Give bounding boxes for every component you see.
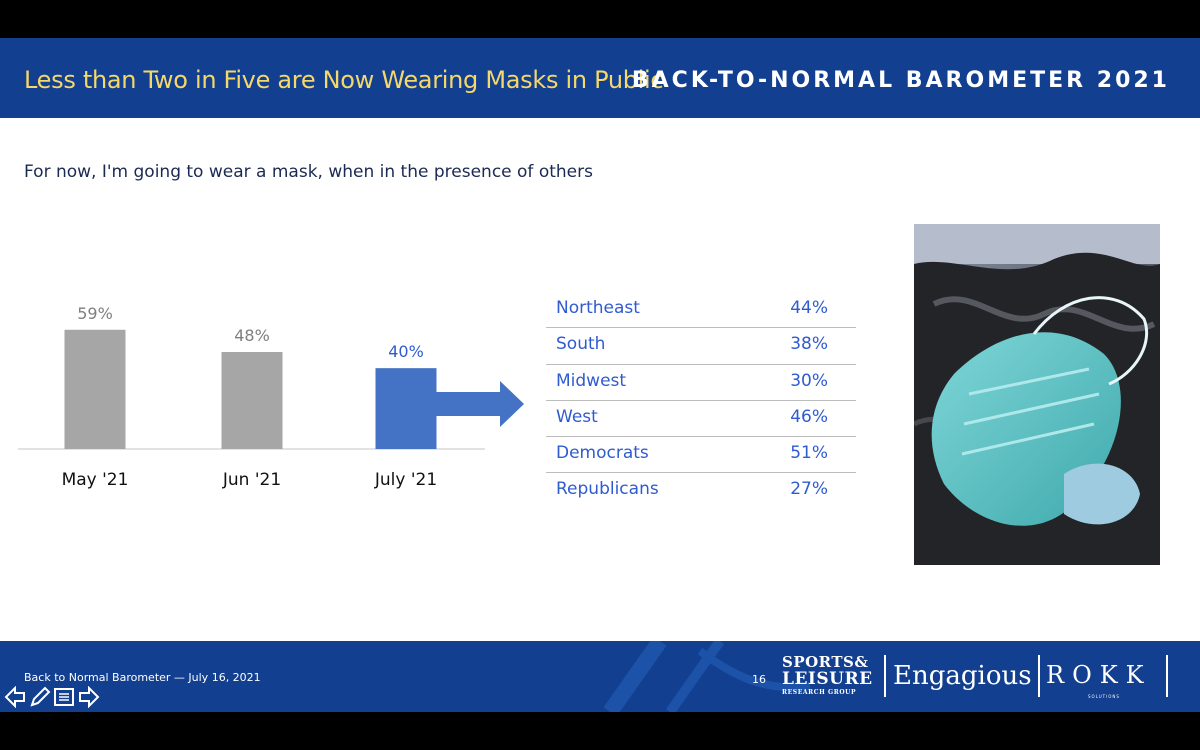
bars-layer: 59% May '21 48% Jun '21 40% July '21 — [62, 304, 438, 490]
slide-title: Less than Two in Five are Now Wearing Ma… — [24, 66, 664, 94]
table-row: West 46% — [546, 401, 856, 438]
row-value: 46% — [790, 406, 828, 427]
rokk-logo: ROKK — [1046, 661, 1152, 689]
logo-divider — [1166, 655, 1168, 697]
row-label: South — [556, 334, 606, 355]
row-label: Northeast — [556, 298, 640, 318]
arrow-right-icon[interactable] — [76, 685, 100, 709]
row-value: 38% — [790, 334, 828, 355]
brand-title: BACK-TO-NORMAL BAROMETER 2021 — [631, 68, 1170, 93]
row-value: 44% — [790, 298, 828, 318]
rokk-logo-subtitle: SOLUTIONS — [1088, 694, 1120, 699]
logo-line: SPORTS& — [782, 653, 869, 671]
survey-question: For now, I'm going to wear a mask, when … — [24, 162, 593, 182]
slide-navigation — [4, 685, 100, 709]
row-value: 27% — [790, 479, 828, 500]
pen-icon[interactable] — [28, 686, 52, 708]
row-label: Republicans — [556, 479, 659, 500]
bar-value-label: 59% — [77, 304, 113, 323]
arrow-left-icon[interactable] — [4, 685, 28, 709]
arrow-icon — [436, 381, 524, 427]
face-mask-photo — [914, 224, 1160, 565]
menu-icon[interactable] — [52, 686, 76, 708]
bar-0 — [64, 329, 126, 449]
footer-bar: Back to Normal Barometer — July 16, 2021… — [0, 641, 1200, 712]
header-bar: Less than Two in Five are Now Wearing Ma… — [0, 38, 1200, 118]
row-value: 30% — [790, 370, 828, 391]
category-label: Jun '21 — [222, 470, 281, 490]
logo-divider — [884, 655, 886, 697]
engagious-logo: Engagious — [893, 661, 1032, 691]
logo-line: LEISURE — [782, 669, 873, 689]
sports-leisure-logo: SPORTS& LEISURE RESEARCH GROUP — [782, 655, 878, 701]
table-row: Republicans 27% — [546, 473, 856, 509]
row-label: West — [556, 406, 598, 427]
logo-divider — [1038, 655, 1040, 697]
footer-decoration — [603, 641, 811, 712]
breakdown-table: Northeast 44% South 38% Midwest 30% West… — [546, 292, 856, 510]
row-label: Midwest — [556, 370, 627, 391]
row-label: Democrats — [556, 443, 649, 464]
bar-value-label: 48% — [234, 326, 270, 345]
category-label: May '21 — [62, 470, 129, 490]
bar-2 — [375, 368, 437, 449]
slide: Less than Two in Five are Now Wearing Ma… — [0, 38, 1200, 712]
category-label: July '21 — [374, 470, 437, 490]
bar-chart: 59% May '21 48% Jun '21 40% July '21 — [18, 304, 524, 490]
footer-source: Back to Normal Barometer — July 16, 2021 — [24, 671, 261, 684]
row-value: 51% — [790, 443, 828, 464]
logo-line: RESEARCH GROUP — [782, 689, 857, 696]
page-number: 16 — [752, 673, 766, 686]
letterbox-top — [0, 0, 1200, 38]
bar-value-label: 40% — [388, 342, 424, 361]
table-row: Democrats 51% — [546, 437, 856, 474]
table-row: Midwest 30% — [546, 365, 856, 401]
table-row: South 38% — [546, 328, 856, 365]
bar-1 — [221, 351, 283, 449]
letterbox-bottom — [0, 712, 1200, 750]
table-row: Northeast 44% — [546, 292, 856, 329]
